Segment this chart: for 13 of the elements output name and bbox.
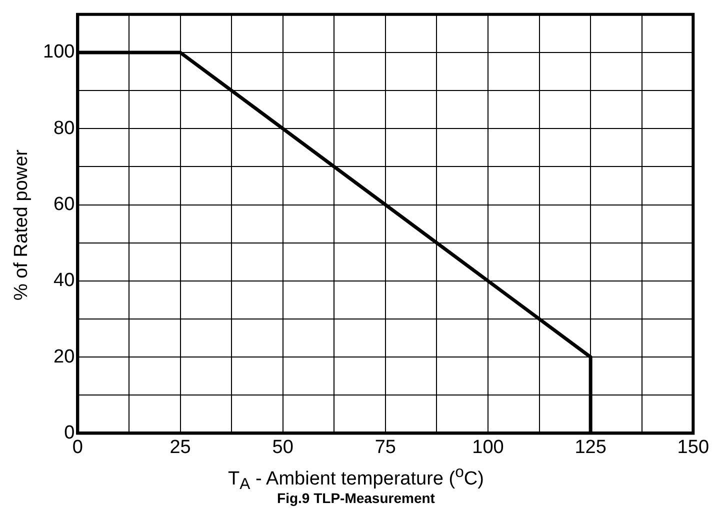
y-axis-title: % of Rated power xyxy=(11,149,33,301)
y-tick-label: 40 xyxy=(54,270,75,292)
y-tick-label: 0 xyxy=(64,422,75,444)
y-tick-label: 100 xyxy=(43,42,75,63)
y-tick-label: 20 xyxy=(54,346,75,368)
x-tick-label: 75 xyxy=(374,436,396,458)
x-tick-label: 25 xyxy=(170,436,191,458)
y-tick-label: 60 xyxy=(54,194,75,215)
x-tick-label: 100 xyxy=(472,436,504,458)
x-tick-label: 150 xyxy=(677,436,709,458)
x-tick-label: 50 xyxy=(272,436,294,458)
x-tick-label: 125 xyxy=(574,436,606,458)
y-tick-label: 80 xyxy=(54,118,75,139)
